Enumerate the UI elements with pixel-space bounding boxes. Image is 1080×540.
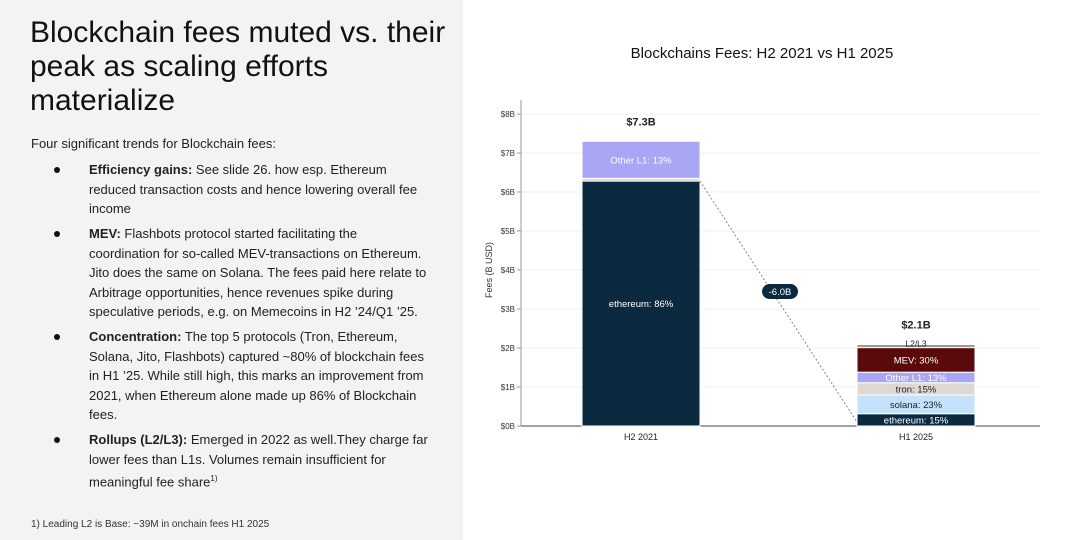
delta-connector — [699, 180, 858, 423]
bar-segment — [581, 140, 701, 179]
delta-label: -6.0B — [769, 287, 792, 298]
trend-item: Rollups (L2/L3): Emerged in 2022 as well… — [50, 430, 430, 492]
y-tick-label: $1B — [501, 383, 515, 392]
segment-label: L2/L3 — [905, 338, 927, 348]
slide-title: Blockchain fees muted vs. their peak as … — [30, 16, 446, 117]
trend-text: Flashbots protocol started facilitating … — [89, 226, 427, 319]
trend-heading: Concentration: — [89, 329, 182, 344]
y-axis-label: Fees (B USD) — [484, 242, 494, 298]
trend-text: The top 5 protocols (Tron, Ethereum, Sol… — [89, 329, 424, 422]
trend-heading: MEV: — [89, 226, 121, 241]
trend-heading: Rollups (L2/L3): — [89, 432, 188, 447]
trend-text: Emerged in 2022 as well.They charge far … — [89, 432, 428, 490]
y-tick-label: $3B — [501, 305, 515, 314]
fees-chart: Blockchains Fees: H2 2021 vs H1 2025 $0B $… — [484, 45, 1040, 442]
bullet-icon — [54, 334, 60, 340]
y-tick-label: $2B — [501, 344, 515, 353]
y-tick-label: $7B — [501, 149, 515, 158]
delta-badge — [762, 284, 798, 299]
bullet-icon — [54, 167, 60, 173]
segment-label: Other L1: 13% — [885, 373, 947, 384]
y-tick-label: $8B — [501, 110, 515, 119]
y-tick-label: $5B — [501, 227, 515, 236]
segment-label: solana: 23% — [890, 400, 943, 411]
segment-label: ethereum: 15% — [884, 415, 949, 426]
footnote: 1) Leading L2 is Base: ~39M in onchain f… — [31, 519, 270, 530]
bar-segment — [856, 347, 976, 373]
segment-label: Other L1: 13% — [610, 155, 672, 166]
bullet-icon — [54, 231, 60, 237]
trend-item: Concentration: The top 5 protocols (Tron… — [50, 327, 430, 425]
total-label: $7.3B — [626, 116, 655, 128]
trend-item: MEV: Flashbots protocol started facilita… — [50, 224, 430, 322]
trend-heading: Efficiency gains: — [89, 162, 193, 177]
footnote-ref: 1) — [210, 474, 218, 483]
bar-segment — [856, 343, 976, 349]
total-label: $2.1B — [901, 319, 930, 331]
bar-segment — [581, 180, 701, 427]
bullet-icon — [54, 437, 60, 443]
trend-text: See slide 26. how esp. Ethereum reduced … — [89, 162, 418, 216]
intro-text: Four significant trends for Blockchain f… — [31, 136, 276, 151]
segment-label: ethereum: 86% — [609, 299, 674, 310]
chart-title: Blockchains Fees: H2 2021 vs H1 2025 — [631, 45, 894, 62]
text-panel: Blockchain fees muted vs. their peak as … — [0, 0, 463, 540]
y-tick-label: $0B — [501, 422, 515, 431]
y-tick-label: $6B — [501, 188, 515, 197]
trend-list: Efficiency gains: See slide 26. how esp.… — [50, 160, 430, 497]
segment-label: MEV: 30% — [894, 355, 939, 366]
x-tick-label: H1 2025 — [899, 432, 933, 442]
segment-label: tron: 15% — [896, 384, 937, 395]
x-tick-label: H2 2021 — [624, 432, 658, 442]
trend-item: Efficiency gains: See slide 26. how esp.… — [50, 160, 430, 219]
y-tick-label: $4B — [501, 266, 515, 275]
